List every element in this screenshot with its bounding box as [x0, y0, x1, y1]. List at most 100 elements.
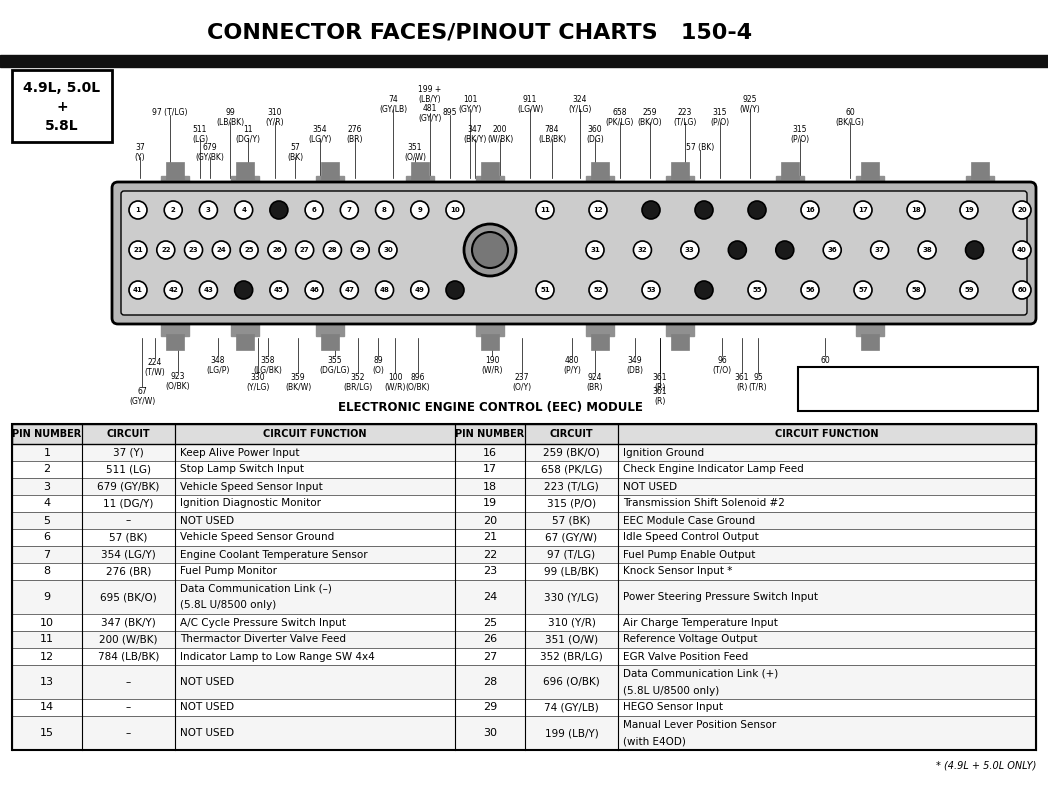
- Text: –: –: [126, 516, 131, 525]
- Bar: [591, 162, 609, 179]
- Bar: [12, 478, 1036, 495]
- Text: Air Charge Temperature Input: Air Charge Temperature Input: [623, 618, 778, 627]
- Circle shape: [824, 241, 842, 259]
- Bar: [12, 461, 1036, 478]
- Text: 17: 17: [483, 465, 497, 474]
- Text: 41: 41: [133, 287, 143, 293]
- Text: 37 (Y): 37 (Y): [113, 447, 144, 458]
- Bar: [411, 162, 429, 179]
- Circle shape: [695, 201, 713, 219]
- Text: 924
(BR): 924 (BR): [587, 373, 604, 392]
- Text: 89
(O): 89 (O): [372, 356, 384, 375]
- Bar: [856, 176, 885, 192]
- Circle shape: [695, 281, 713, 299]
- Bar: [12, 424, 1036, 444]
- Circle shape: [536, 201, 554, 219]
- Text: 679 (GY/BK): 679 (GY/BK): [97, 482, 159, 491]
- Bar: [12, 563, 1036, 580]
- Text: 30: 30: [483, 728, 497, 738]
- Bar: [12, 614, 1036, 631]
- Bar: [481, 334, 499, 350]
- Text: 315
(P/O): 315 (P/O): [790, 125, 809, 144]
- Text: A/C Cycle Pressure Switch Input: A/C Cycle Pressure Switch Input: [180, 618, 346, 627]
- Text: 259 (BK/O): 259 (BK/O): [543, 447, 599, 458]
- Text: 6: 6: [311, 207, 316, 213]
- Text: 10: 10: [451, 207, 460, 213]
- Bar: [671, 162, 689, 179]
- Text: Vehicle Speed Sensor Ground: Vehicle Speed Sensor Ground: [180, 533, 334, 543]
- Circle shape: [213, 241, 231, 259]
- Text: 74 (GY/LB): 74 (GY/LB): [544, 703, 598, 712]
- Text: 24: 24: [483, 592, 497, 602]
- Text: 53: 53: [647, 287, 656, 293]
- Circle shape: [960, 201, 978, 219]
- Circle shape: [199, 281, 217, 299]
- Text: 52: 52: [593, 287, 603, 293]
- Text: 18: 18: [483, 482, 497, 491]
- Text: 56: 56: [805, 287, 814, 293]
- Circle shape: [324, 241, 342, 259]
- Text: CIRCUIT: CIRCUIT: [107, 429, 150, 439]
- Text: 190
(W/R): 190 (W/R): [481, 356, 503, 375]
- Bar: [12, 665, 1036, 699]
- Text: 679
(GY/BK): 679 (GY/BK): [196, 143, 224, 162]
- Circle shape: [748, 281, 766, 299]
- Text: 99 (LB/BK): 99 (LB/BK): [544, 567, 598, 576]
- Bar: [966, 176, 994, 192]
- Bar: [0, 55, 1048, 67]
- Circle shape: [589, 201, 607, 219]
- Bar: [781, 162, 799, 179]
- Text: CIRCUIT FUNCTION: CIRCUIT FUNCTION: [776, 429, 879, 439]
- Text: 348
(LG/P): 348 (LG/P): [206, 356, 230, 375]
- Text: 46: 46: [309, 287, 319, 293]
- Text: 2: 2: [43, 465, 50, 474]
- Text: (5.8L U/8500 only): (5.8L U/8500 only): [623, 685, 719, 696]
- Bar: [12, 444, 1036, 461]
- Text: 351
(O/W): 351 (O/W): [403, 143, 425, 162]
- Text: 95
(T/R): 95 (T/R): [748, 373, 767, 392]
- Circle shape: [536, 281, 554, 299]
- Circle shape: [411, 281, 429, 299]
- Text: 40: 40: [1017, 247, 1027, 253]
- Text: 11
(DG/Y): 11 (DG/Y): [236, 125, 261, 144]
- Text: 25: 25: [483, 618, 497, 627]
- Text: 101
(GY/Y): 101 (GY/Y): [458, 95, 482, 114]
- Text: 315 (P/O): 315 (P/O): [547, 498, 596, 509]
- Bar: [12, 424, 1036, 750]
- Text: 27: 27: [300, 247, 309, 253]
- Text: 28: 28: [483, 677, 497, 687]
- Text: 42: 42: [169, 287, 178, 293]
- Text: 18: 18: [911, 207, 921, 213]
- Text: 67 (GY/W): 67 (GY/W): [545, 533, 597, 543]
- Bar: [861, 162, 879, 179]
- Circle shape: [1013, 281, 1031, 299]
- Text: 481 (GY/Y)  (WITHOUT E4OD): 481 (GY/Y) (WITHOUT E4OD): [806, 387, 937, 396]
- Text: Ignition Ground: Ignition Ground: [623, 447, 704, 458]
- Circle shape: [270, 281, 288, 299]
- Text: 30: 30: [384, 247, 393, 253]
- Text: 8: 8: [383, 207, 387, 213]
- Text: 359
(BK/W): 359 (BK/W): [285, 373, 311, 392]
- Text: 16: 16: [805, 207, 814, 213]
- Text: –: –: [126, 677, 131, 687]
- Circle shape: [633, 241, 652, 259]
- Circle shape: [235, 281, 253, 299]
- Text: 43: 43: [203, 287, 214, 293]
- Text: 29: 29: [483, 703, 497, 712]
- Text: 480
(P/Y): 480 (P/Y): [563, 356, 581, 375]
- Bar: [231, 322, 259, 336]
- Text: 60
(BK/LG): 60 (BK/LG): [835, 108, 865, 127]
- Circle shape: [801, 281, 818, 299]
- Circle shape: [379, 241, 397, 259]
- Text: 57
(BK): 57 (BK): [287, 143, 303, 162]
- Text: 3: 3: [44, 482, 50, 491]
- Circle shape: [1013, 241, 1031, 259]
- Text: 511
(LG): 511 (LG): [192, 125, 209, 144]
- Text: 784 (LB/BK): 784 (LB/BK): [97, 651, 159, 661]
- Text: Thermactor Diverter Valve Feed: Thermactor Diverter Valve Feed: [180, 634, 346, 645]
- Text: NOT USED: NOT USED: [180, 677, 234, 687]
- Circle shape: [472, 232, 508, 268]
- Text: 60
(BK/LG): 60 (BK/LG): [810, 356, 839, 375]
- Circle shape: [446, 281, 464, 299]
- Bar: [12, 580, 1036, 614]
